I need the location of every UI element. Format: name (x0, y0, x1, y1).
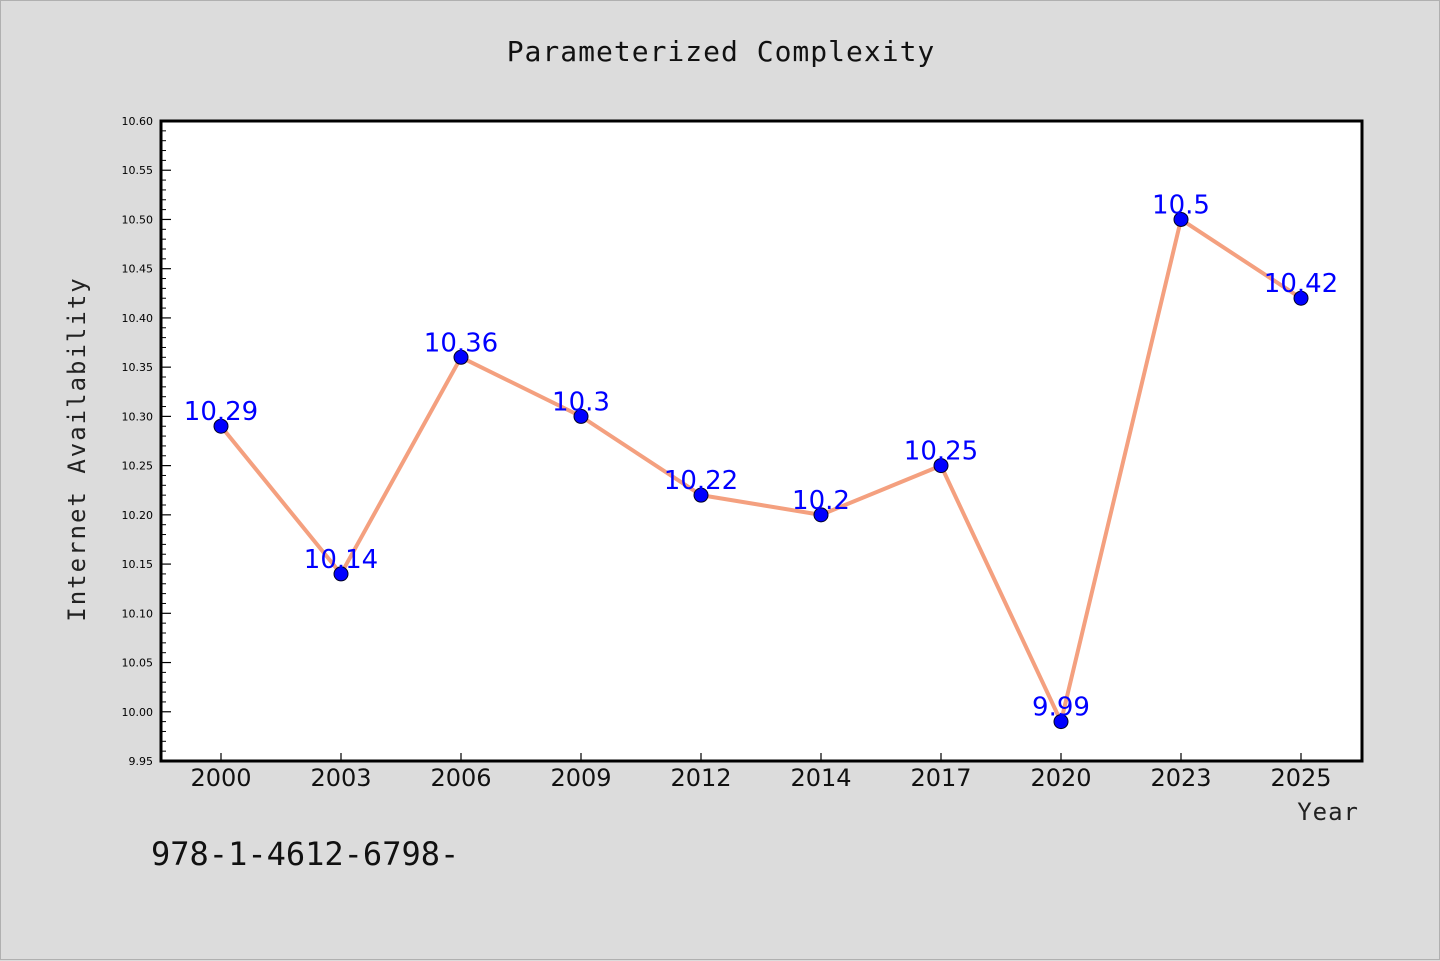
y-tick-label: 10.60 (122, 115, 154, 128)
data-label: 10.25 (904, 437, 978, 467)
y-tick-label: 10.15 (122, 558, 154, 571)
y-tick-label: 10.00 (122, 706, 154, 719)
data-label: 10.22 (664, 466, 738, 496)
data-label: 9.99 (1032, 693, 1090, 723)
x-tick-label: 2009 (550, 764, 611, 792)
y-tick-label: 10.55 (122, 164, 154, 177)
y-tick-label: 10.45 (122, 263, 154, 276)
data-point (213, 418, 229, 434)
x-tick-label: 2025 (1270, 764, 1331, 792)
data-label: 10.36 (424, 328, 498, 358)
data-point (333, 566, 349, 582)
x-tick-label: 2012 (670, 764, 731, 792)
chart-title: Parameterized Complexity (506, 35, 936, 68)
x-tick-label: 2023 (1150, 764, 1211, 792)
x-tick-label: 2006 (430, 764, 491, 792)
y-tick-label: 10.50 (122, 213, 154, 226)
data-point (453, 349, 469, 365)
data-point (1173, 211, 1189, 227)
data-label: 10.5 (1152, 190, 1210, 220)
data-label: 10.2 (792, 486, 850, 516)
data-point (573, 408, 589, 424)
x-tick-label: 2003 (310, 764, 371, 792)
x-tick-label: 2017 (910, 764, 971, 792)
y-axis-label: Internet Availability (63, 276, 91, 622)
x-tick-label: 2000 (190, 764, 251, 792)
data-label: 10.3 (552, 387, 610, 417)
plot-background (161, 121, 1362, 761)
data-point (693, 487, 709, 503)
y-tick-label: 10.10 (122, 607, 154, 620)
y-tick-label: 10.25 (122, 460, 154, 473)
series-line (219, 217, 1303, 724)
data-point (933, 458, 949, 474)
y-tick-label: 10.30 (122, 410, 154, 423)
x-axis-label: Year (1297, 798, 1359, 826)
y-tick-label: 9.95 (129, 755, 154, 768)
data-label: 10.29 (184, 397, 258, 427)
data-point (813, 507, 829, 523)
y-tick-label: 10.35 (122, 361, 154, 374)
x-tick-label: 2014 (790, 764, 851, 792)
y-tick-label: 10.05 (122, 657, 154, 670)
data-point (1293, 290, 1309, 306)
y-tick-label: 10.40 (122, 312, 154, 325)
footer-code-text: 978-1-4612-6798- (151, 835, 460, 873)
data-label: 10.14 (304, 545, 378, 575)
data-label: 10.42 (1264, 269, 1338, 299)
y-tick-label: 10.20 (122, 509, 154, 522)
data-point (1053, 714, 1069, 730)
plot-frame (159, 119, 1364, 763)
x-tick-label: 2020 (1030, 764, 1091, 792)
